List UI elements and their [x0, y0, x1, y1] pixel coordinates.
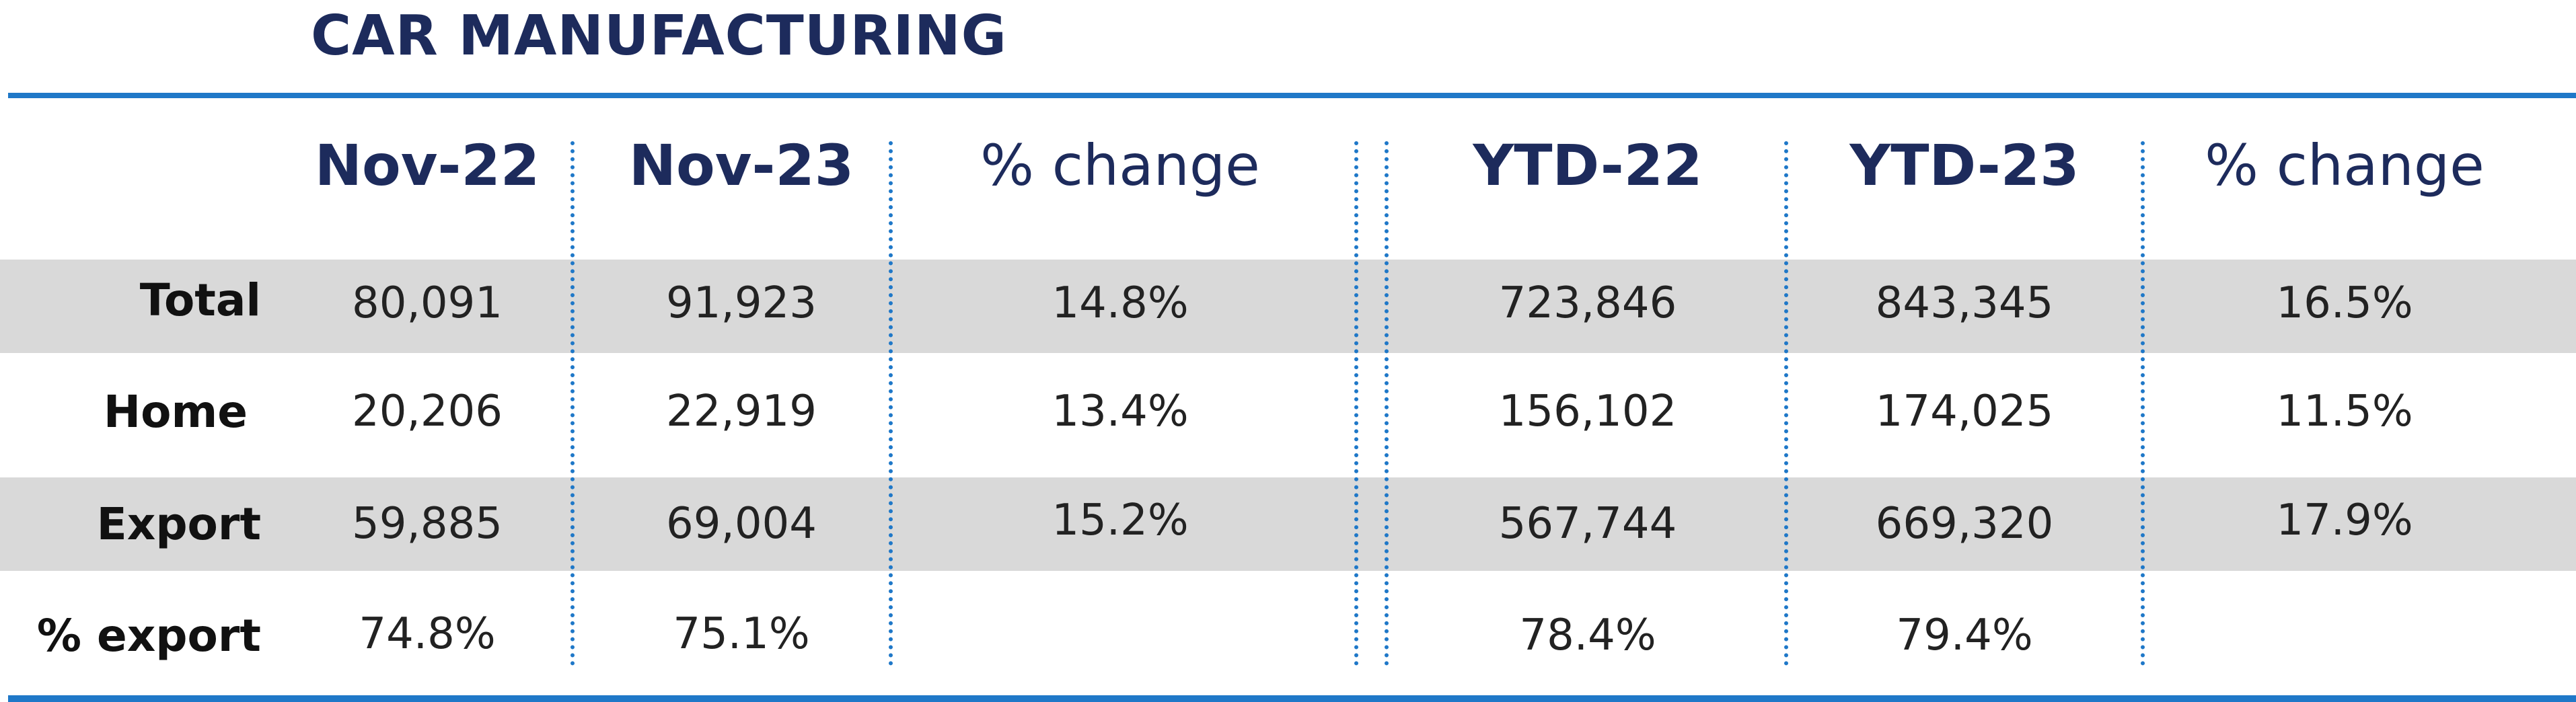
table-cell: 80,091 — [352, 278, 503, 328]
header-ytd-22: YTD-22 — [1473, 132, 1703, 198]
table-cell: 14.8% — [1052, 278, 1189, 328]
table-cell: 74.8% — [359, 609, 496, 659]
table-cell: 91,923 — [666, 278, 817, 328]
table-cell: 15.2% — [1052, 496, 1189, 545]
bottom-rule — [8, 695, 2576, 702]
table-cell — [928, 592, 1312, 676]
column-separator — [1385, 141, 1389, 666]
header-ytd-23: YTD-23 — [1849, 132, 2080, 198]
row-band-total — [0, 260, 2576, 353]
table-cell: 567,744 — [1498, 499, 1677, 549]
row-label-export: Export — [96, 498, 261, 550]
top-rule — [8, 93, 2576, 98]
header-pct-change-month: % change — [980, 132, 1260, 198]
row-label-pct-export: % export — [36, 609, 261, 662]
row-band-export — [0, 477, 2576, 571]
table-cell: 669,320 — [1875, 499, 2054, 549]
table-cell: 78.4% — [1519, 611, 1656, 660]
table-cell: 843,345 — [1875, 278, 2054, 328]
table-cell: 17.9% — [2276, 496, 2413, 545]
table-cell: 723,846 — [1498, 278, 1677, 328]
table-cell: 22,919 — [666, 387, 817, 436]
column-separator — [571, 141, 575, 666]
table-cell — [2153, 592, 2536, 676]
header-pct-change-ytd: % change — [2205, 132, 2485, 198]
row-label-home: Home — [103, 385, 248, 438]
table-title: CAR MANUFACTURING — [311, 4, 1007, 68]
table-cell: 59,885 — [352, 499, 503, 549]
table-cell: 174,025 — [1875, 387, 2054, 436]
table-cell: 79.4% — [1896, 611, 2033, 660]
header-nov-22: Nov-22 — [314, 132, 540, 198]
table-cell: 20,206 — [352, 387, 503, 436]
column-separator — [889, 141, 893, 666]
table-cell: 13.4% — [1052, 387, 1189, 436]
table-cell: 69,004 — [666, 499, 817, 549]
row-label-total: Total — [139, 274, 261, 326]
column-separator — [1784, 141, 1788, 666]
table-cell: 11.5% — [2276, 387, 2413, 436]
header-nov-23: Nov-23 — [628, 132, 854, 198]
column-separator — [1354, 141, 1358, 666]
table-cell: 75.1% — [673, 609, 810, 659]
column-separator — [2141, 141, 2145, 666]
table-cell: 156,102 — [1498, 387, 1677, 436]
table-cell: 16.5% — [2276, 278, 2413, 328]
